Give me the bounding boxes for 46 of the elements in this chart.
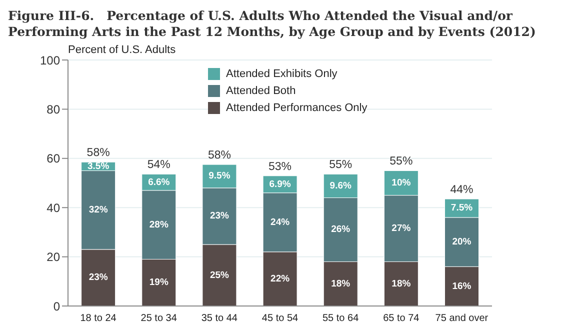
x-tick-label: 45 to 54	[262, 313, 299, 324]
y-tick-label: 40	[46, 200, 60, 215]
data-label: 26%	[331, 224, 351, 236]
total-label: 54%	[147, 159, 170, 172]
legend-label: Attended Both	[226, 85, 296, 97]
data-label: 18%	[392, 278, 412, 290]
y-tick-label: 20	[46, 250, 60, 264]
data-label: 28%	[149, 219, 169, 230]
legend-label: Attended Exhibits Only	[226, 68, 338, 80]
data-label: 6.9%	[269, 178, 292, 190]
data-label: 7.5%	[450, 202, 474, 214]
data-label: 3.5%	[88, 160, 110, 172]
data-label: 20%	[452, 236, 472, 248]
data-label: 24%	[270, 216, 290, 228]
data-label: 27%	[392, 223, 412, 234]
total-label: 55%	[390, 156, 413, 168]
y-axis-title: Percent of U.S. Adults	[68, 44, 177, 56]
chart-title: Figure III-6. Percentage of U.S. Adults Who Attended the Visual and/or Performing Arts in the Past 12 Months, by Age Group and by Events (2012)	[8, 8, 537, 40]
data-label: 9.6%	[330, 180, 352, 192]
data-label: 32%	[88, 204, 108, 216]
data-label: 18%	[331, 278, 351, 290]
data-label: 9.5%	[208, 170, 231, 182]
total-label: 58%	[86, 147, 110, 160]
x-tick-label: 65 to 74	[383, 313, 420, 324]
x-tick-label: 55 to 64	[322, 313, 360, 324]
total-label: 53%	[268, 160, 292, 173]
data-label: 23%	[88, 272, 108, 284]
data-label: 22%	[270, 273, 290, 284]
y-tick-label: 0	[53, 299, 60, 314]
data-label: 6.6%	[148, 176, 170, 188]
y-tick-label: 60	[46, 152, 60, 166]
x-tick-label: 18 to 24	[80, 313, 117, 324]
total-label: 44%	[450, 184, 474, 196]
x-tick-label: 25 to 34	[140, 313, 178, 324]
data-label: 23%	[210, 210, 230, 222]
total-label: 58%	[208, 150, 231, 162]
legend-label: Attended Performances Only	[226, 102, 368, 114]
total-label: 55%	[329, 159, 352, 172]
x-tick-label: 35 to 44	[201, 313, 238, 324]
data-label: 19%	[149, 277, 169, 288]
data-label: 10%	[392, 178, 412, 188]
y-tick-label: 100	[40, 53, 60, 68]
data-label: 16%	[452, 280, 472, 292]
data-label: 25%	[210, 270, 230, 281]
x-tick-label: 75 and over	[435, 313, 489, 324]
y-tick-label: 80	[46, 102, 60, 116]
